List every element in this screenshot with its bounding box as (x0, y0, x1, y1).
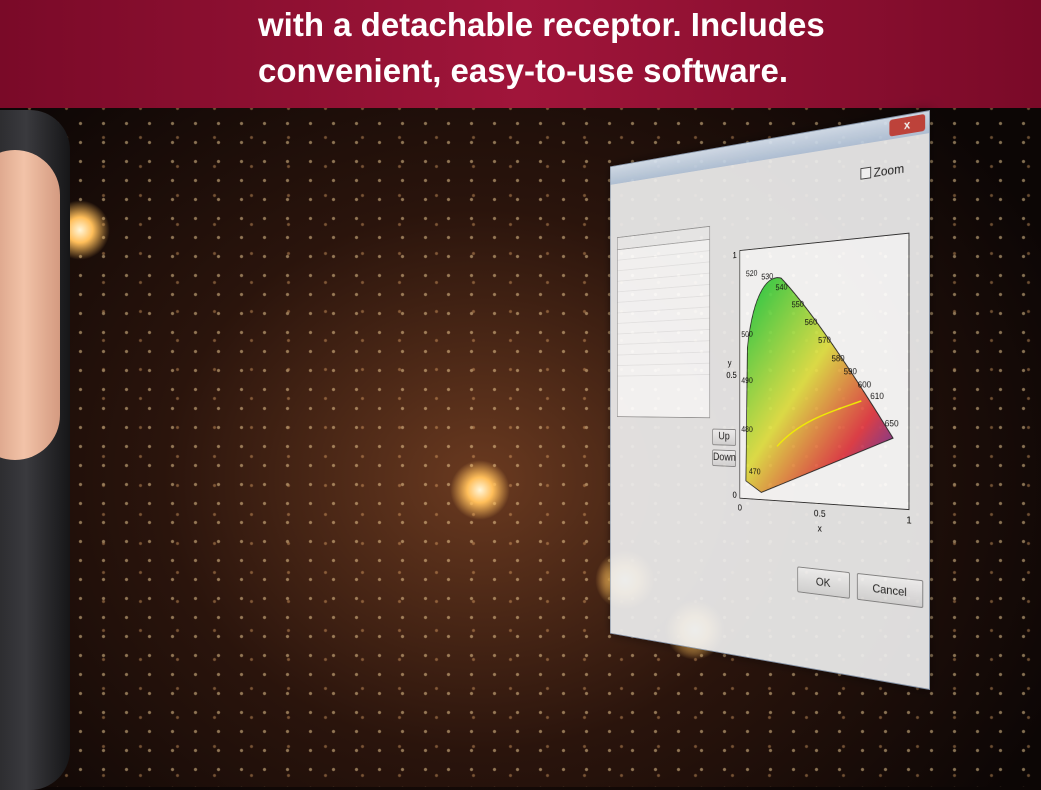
software-window: x Zoom Up Down OK Cancel 1 0.5 0 0 0.5 1 x y 520… (610, 110, 930, 690)
wavelength-label: 480 (741, 424, 753, 434)
wavelength-label: 520 (746, 268, 758, 279)
hand (0, 150, 60, 460)
zoom-checkbox[interactable]: Zoom (860, 161, 904, 182)
lamp-glow (450, 460, 510, 520)
wavelength-label: 540 (776, 282, 788, 293)
banner-line: convenient, easy-to-use software. (258, 52, 788, 89)
checkbox[interactable] (860, 166, 871, 180)
wavelength-label: 600 (858, 379, 872, 389)
wavelength-label: 570 (818, 335, 831, 346)
wavelength-label: 490 (741, 375, 753, 385)
wavelength-label: 650 (885, 418, 899, 429)
zoom-label: Zoom (873, 160, 905, 180)
banner-line: with a detachable receptor. Includes (258, 6, 825, 43)
y-tick-label: 0 (733, 490, 737, 500)
wavelength-label: 530 (761, 271, 773, 282)
wavelength-label: 500 (741, 329, 753, 339)
wavelength-label: 610 (870, 391, 884, 401)
cancel-button[interactable]: Cancel (856, 572, 924, 609)
close-button[interactable]: x (889, 113, 926, 137)
y-axis-label: y (728, 358, 732, 368)
banner: with a detachable receptor. Includes con… (0, 0, 1041, 108)
y-tick-label: 1 (733, 250, 737, 260)
wavelength-label: 550 (792, 299, 805, 310)
wavelength-label: 590 (844, 366, 857, 377)
list-row[interactable] (617, 363, 710, 377)
wavelength-label: 470 (749, 466, 761, 476)
y-tick-label: 0.5 (726, 370, 736, 380)
data-list (617, 225, 711, 419)
window-wrap: x Zoom Up Down OK Cancel 1 0.5 0 0 0.5 1 x y 520… (520, 110, 930, 690)
wavelength-label: 580 (832, 353, 845, 364)
x-tick-label: 0 (738, 503, 742, 513)
x-tick-label: 0.5 (814, 508, 826, 519)
x-tick-label: 1 (906, 515, 911, 526)
ok-button[interactable]: OK (797, 566, 850, 599)
wavelength-label: 560 (805, 316, 818, 327)
x-axis-label: x (818, 523, 823, 533)
